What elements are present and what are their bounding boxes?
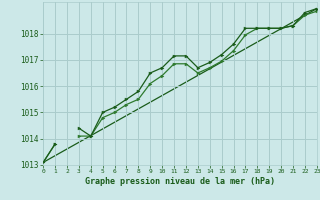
X-axis label: Graphe pression niveau de la mer (hPa): Graphe pression niveau de la mer (hPa) <box>85 177 275 186</box>
